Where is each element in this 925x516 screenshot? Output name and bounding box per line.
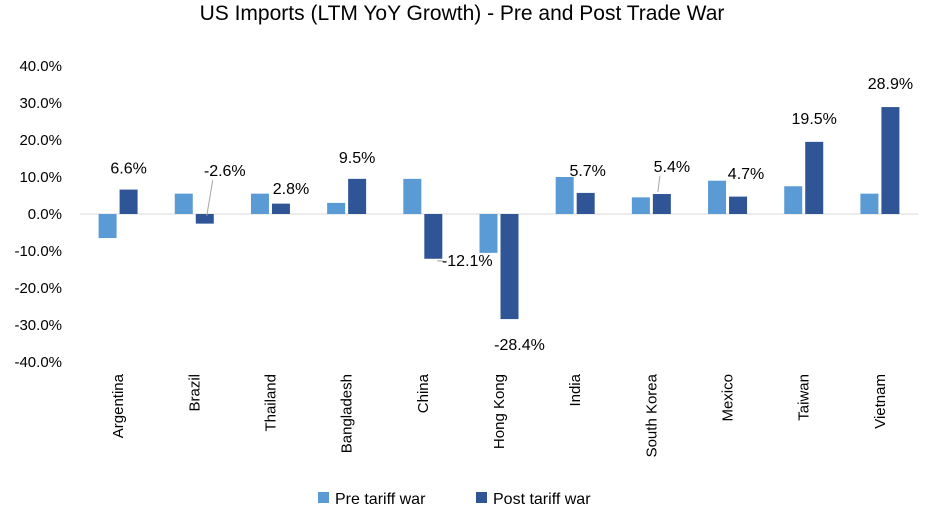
chart-title: US Imports (LTM YoY Growth) - Pre and Po… [200, 2, 725, 25]
data-label: 9.5% [339, 150, 375, 167]
y-tick-label: -10.0% [14, 243, 62, 260]
axes: 40.0% 30.0% 20.0% 10.0% 0.0% -10.0% -20.0% -30.… [14, 58, 918, 371]
data-label: -2.6% [204, 163, 246, 180]
y-tick-label: 30.0% [19, 95, 62, 112]
category-labels: Argentina Brazil Thailand Bangladesh China Ho… [110, 373, 889, 457]
category-label: Hong Kong [491, 374, 508, 449]
category-label: Taiwan [796, 374, 813, 421]
data-label: 4.7% [728, 166, 764, 183]
category-label: Thailand [262, 374, 279, 432]
bar-pre-tariff-war [250, 193, 269, 214]
category-label: South Korea [643, 373, 660, 457]
category-label: China [415, 373, 432, 413]
legend-swatch [318, 492, 329, 503]
bars [98, 107, 900, 320]
bar-pre-tariff-war [555, 177, 574, 214]
legend-swatch [476, 492, 487, 503]
bar-pre-tariff-war [631, 197, 650, 214]
y-tick-label: 0.0% [28, 206, 62, 223]
category-label: Vietnam [872, 374, 889, 429]
leader-lines [206, 175, 661, 262]
y-tick-label: 40.0% [19, 58, 62, 75]
data-label: 28.9% [868, 76, 913, 93]
y-tick-label: 20.0% [19, 132, 62, 149]
bar-post-tariff-war [500, 214, 519, 320]
category-label: Argentina [110, 373, 127, 438]
legend: Pre tariff war Post tariff war [318, 491, 591, 508]
data-label: 6.6% [110, 161, 146, 178]
bar-pre-tariff-war [403, 178, 422, 214]
y-tick-label: -30.0% [14, 317, 62, 334]
y-tick-label: -20.0% [14, 280, 62, 297]
bar-post-tariff-war [576, 192, 595, 214]
y-tick-label: 10.0% [19, 169, 62, 186]
bar-pre-tariff-war [479, 214, 498, 253]
bar-post-tariff-war [652, 194, 671, 214]
bar-pre-tariff-war [784, 186, 803, 214]
category-label: India [567, 373, 584, 406]
bar-pre-tariff-war [708, 180, 727, 214]
data-label: 5.7% [569, 163, 605, 180]
bar-pre-tariff-war [327, 202, 346, 214]
bar-post-tariff-war [348, 178, 367, 214]
bar-post-tariff-war [119, 189, 138, 214]
category-label: Bangladesh [339, 374, 356, 453]
category-label: Brazil [186, 374, 203, 412]
legend-label: Post tariff war [493, 491, 591, 508]
bar-pre-tariff-war [860, 193, 879, 214]
bar-pre-tariff-war [98, 214, 117, 239]
data-label: -28.4% [494, 337, 545, 354]
bar-post-tariff-war [729, 196, 748, 214]
bar-post-tariff-war [195, 214, 214, 224]
data-label: 5.4% [654, 159, 690, 176]
data-label: 2.8% [273, 181, 309, 198]
data-labels: 6.6% -2.6% 2.8% 9.5% -12.1% -28.4% 5.7% 5.4% 4.7… [110, 76, 913, 354]
bar-post-tariff-war [881, 107, 900, 214]
data-label: 19.5% [792, 111, 837, 128]
bar-post-tariff-war [271, 203, 290, 214]
bar-post-tariff-war [424, 214, 443, 259]
y-tick-label: -40.0% [14, 354, 62, 371]
bar-pre-tariff-war [174, 193, 193, 214]
bar-post-tariff-war [805, 141, 824, 214]
category-label: Mexico [720, 374, 737, 422]
data-label: -12.1% [442, 253, 493, 270]
leader-line [206, 179, 214, 216]
legend-label: Pre tariff war [335, 491, 426, 508]
leader-line [657, 175, 661, 193]
